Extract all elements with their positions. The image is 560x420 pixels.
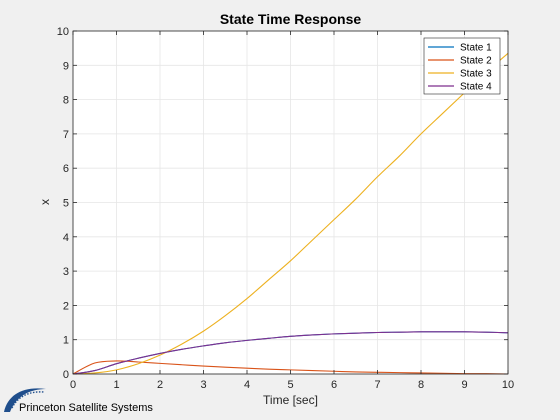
y-tick-label: 1 — [63, 335, 69, 347]
chart-title: State Time Response — [220, 11, 362, 27]
x-tick-label: 3 — [200, 379, 206, 391]
brand-name: Princeton Satellite Systems — [19, 402, 153, 414]
x-tick-label: 1 — [113, 379, 119, 391]
x-tick-label: 6 — [331, 379, 337, 391]
series-lines — [72, 52, 509, 375]
y-tick-label: 7 — [63, 129, 69, 141]
x-tick-label: 8 — [418, 379, 424, 391]
series-line-state-4 — [72, 331, 509, 375]
x-tick-label: 5 — [287, 379, 293, 391]
series-line-state-2 — [72, 360, 509, 375]
y-tick-label: 8 — [63, 95, 69, 107]
y-tick-label: 2 — [63, 300, 69, 312]
y-tick-label: 10 — [57, 26, 69, 38]
axis-ticks: 0 1 2 3 4 5 6 7 8 9 10 0 1 2 3 4 5 6 7 8 9 10 — [57, 26, 514, 391]
legend-label-state-1: State 1 — [460, 43, 492, 54]
y-tick-label: 6 — [63, 163, 69, 175]
legend-label-state-4: State 4 — [460, 82, 492, 93]
y-tick-label: 9 — [63, 60, 69, 72]
x-axis-label: Time [sec] — [263, 393, 318, 407]
x-tick-label: 7 — [374, 379, 380, 391]
y-tick-label: 5 — [63, 198, 69, 210]
x-tick-label: 9 — [461, 379, 467, 391]
x-tick-label: 10 — [502, 379, 514, 391]
x-tick-label: 0 — [70, 379, 76, 391]
y-tick-label: 4 — [63, 232, 69, 244]
swoosh-logo-icon — [4, 388, 46, 412]
y-axis-label: x — [38, 199, 52, 205]
x-tick-label: 2 — [157, 379, 163, 391]
y-tick-label: 3 — [63, 266, 69, 278]
series-line-state-3 — [72, 52, 509, 375]
x-tick-label: 4 — [244, 379, 250, 391]
brand: Princeton Satellite Systems — [4, 388, 153, 414]
legend-label-state-2: State 2 — [460, 56, 492, 67]
legend: State 1 State 2 State 3 State 4 — [423, 37, 501, 95]
y-tick-label: 0 — [63, 369, 69, 381]
legend-label-state-3: State 3 — [460, 69, 492, 80]
